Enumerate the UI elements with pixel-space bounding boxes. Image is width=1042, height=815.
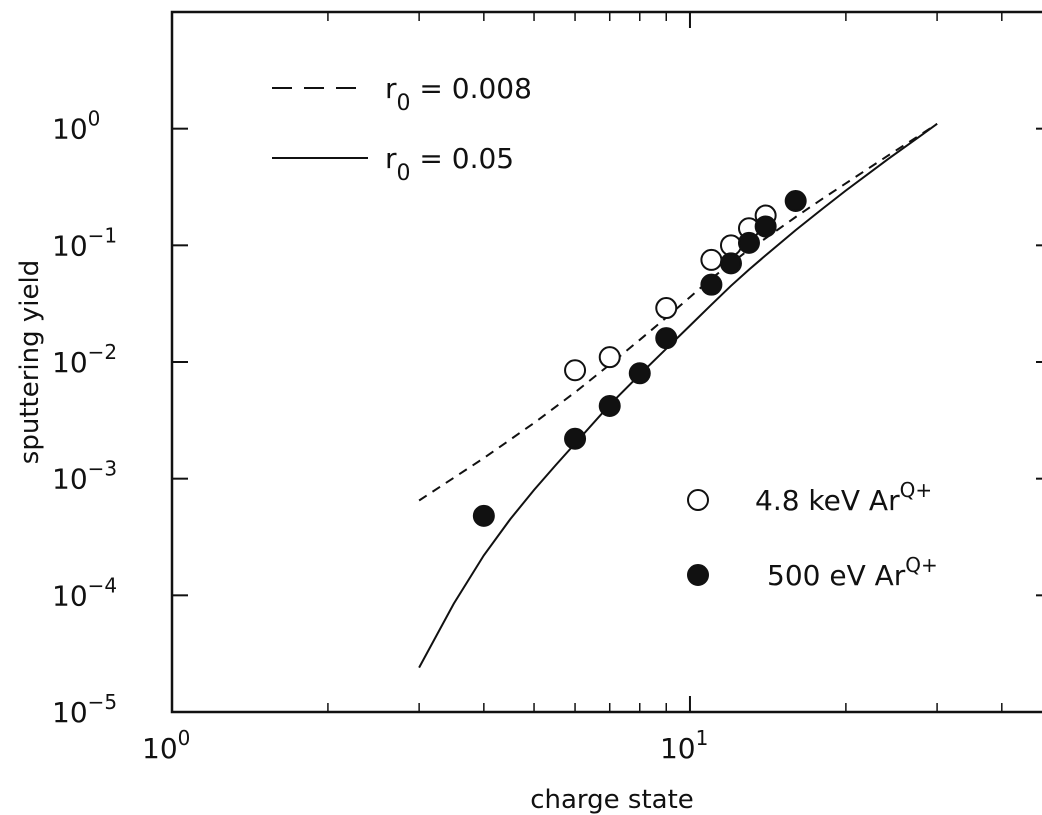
y-tick-label-exp: −2 [88,340,117,364]
y-tick-label-exp: −4 [88,573,117,597]
open-circle-point [598,346,621,369]
y-tick-label-exp: 0 [88,107,101,131]
legend-label-sub: 0 [397,161,411,186]
y-tick-label: 10−5 [52,690,117,729]
legend-label-sub: 0 [397,91,411,116]
dashed-curve [418,122,938,502]
solid-curve [418,122,938,669]
legend-series-main: 4.8 keV Ar [755,484,900,517]
legend-filled-circle [687,564,709,586]
legend-series-label: 4.8 keV ArQ+ [755,478,932,517]
filled-circle-point [655,327,678,350]
filled-circle-point [564,427,587,450]
filled-circle-point [472,504,495,527]
legend-label-rest: = 0.008 [411,72,532,105]
legend-line-label: r0 = 0.008 [385,72,532,116]
open-circle-point [564,359,587,382]
y-tick-label: 10−2 [52,340,117,379]
legend-series-sup: Q+ [900,478,933,502]
legend-line-label: r0 = 0.05 [385,142,514,186]
y-tick-label-exp: −5 [88,690,117,714]
y-tick-label-base: 10 [52,346,88,379]
y-tick-label-base: 10 [52,229,88,262]
filled-circle-point [628,362,651,385]
legend-series-main: 500 eV Ar [767,559,906,592]
legend-label-rest: = 0.05 [411,142,515,175]
y-tick-label-base: 10 [52,579,88,612]
y-tick-label-exp: −3 [88,457,117,481]
x-tick-label: 101 [660,726,708,765]
x-tick-label-exp: 1 [696,726,709,750]
filled-circle-point [784,189,807,212]
open-circle-point [655,297,678,320]
filled-circle-point [719,252,742,275]
x-tick-label-base: 10 [660,732,696,765]
filled-circle-point [700,273,723,296]
y-axis-title: sputtering yield [15,260,45,464]
y-tick-label: 10−1 [52,223,117,262]
y-tick-label: 10−3 [52,457,117,496]
y-tick-label-exp: −1 [88,223,117,247]
y-tick-label-base: 10 [52,113,88,146]
open-circle-point [700,248,723,271]
open-circle-point [719,234,742,257]
x-tick-label-base: 10 [142,732,178,765]
filled-circle-point [598,394,621,417]
legend-series-label: 500 eV ArQ+ [767,553,938,592]
model-curves [418,122,938,669]
y-tick-label: 10−4 [52,573,117,612]
y-tick-label-base: 10 [52,696,88,729]
x-tick-label-exp: 0 [178,726,191,750]
filled-circle-point [754,215,777,238]
filled-circle-point [737,231,760,254]
x-tick-label: 100 [142,726,190,765]
legend-series-sup: Q+ [905,553,938,577]
legend-label-main: r [385,142,397,175]
x-axis-title: charge state [530,785,694,815]
y-tick-label: 100 [52,107,100,146]
y-tick-label-base: 10 [52,463,88,496]
legend-label-main: r [385,72,397,105]
data-points [472,189,807,527]
legend-open-circle [687,489,709,511]
